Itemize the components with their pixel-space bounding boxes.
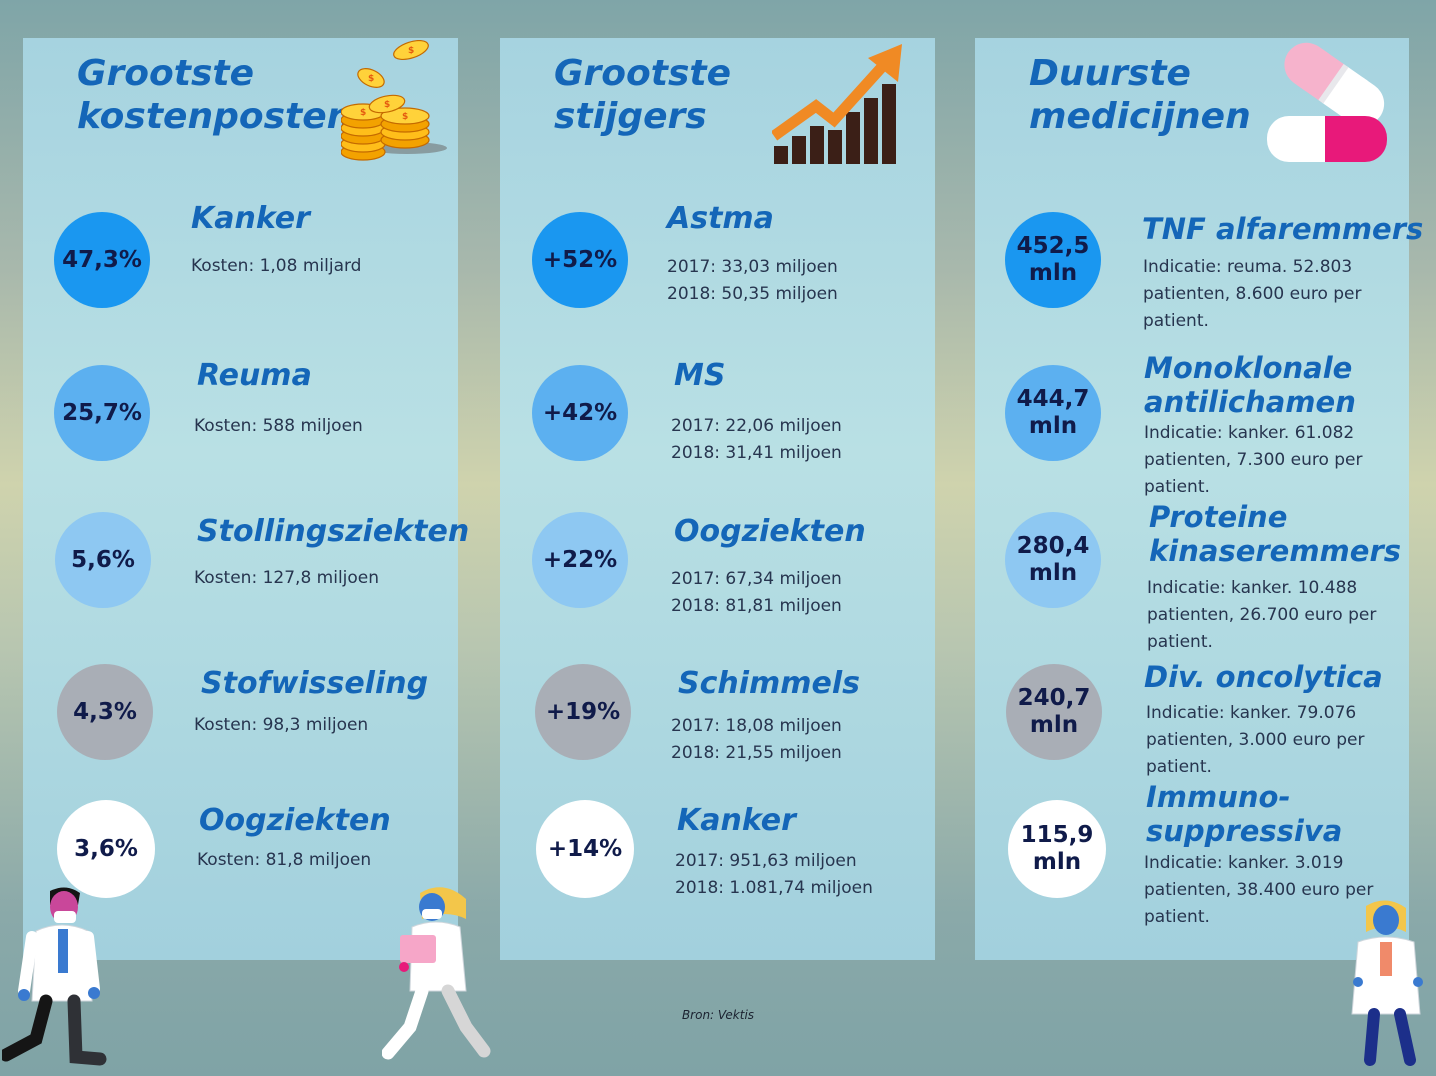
item-title: Monoklonale antilichamen bbox=[1144, 351, 1356, 419]
value-2017: 2017: 22,06 miljoen bbox=[671, 416, 842, 436]
list-item: 4,3% Stofwisseling Kosten: 98,3 miljoen bbox=[23, 663, 458, 813]
item-title: Schimmels bbox=[678, 666, 861, 701]
panel-most-expensive-medicines: Duurste medicijnen 452,5 mln TNF alfaremm… bbox=[975, 38, 1423, 960]
value-2018: 2018: 1.081,74 miljoen bbox=[675, 878, 873, 898]
pill-capsule-icon bbox=[1267, 42, 1387, 162]
panel-title-costs: Grootste kostenposten bbox=[77, 53, 353, 137]
amount-value: 280,4 bbox=[1016, 533, 1090, 559]
value-2018: 2018: 31,41 miljoen bbox=[671, 443, 842, 463]
amount-badge: 115,9 mln bbox=[1008, 800, 1106, 898]
percentage-badge: 25,7% bbox=[54, 365, 150, 461]
item-title: Kanker bbox=[191, 201, 310, 236]
list-item: 25,7% Reuma Kosten: 588 miljoen bbox=[23, 359, 458, 513]
percentage-badge: 4,3% bbox=[57, 664, 153, 760]
svg-text:$: $ bbox=[402, 112, 408, 122]
amount-badge: 240,7 mln bbox=[1006, 664, 1102, 760]
item-values: 2017: 22,06 miljoen 2018: 31,41 miljoen bbox=[671, 413, 842, 467]
item-indication: Indicatie: kanker. 3.019 patienten, 38.4… bbox=[1144, 853, 1374, 927]
list-item: 115,9 mln Immuno- suppressiva Indicatie: … bbox=[975, 780, 1409, 950]
growth-chart-icon bbox=[772, 44, 902, 164]
value-2018: 2018: 21,55 miljoen bbox=[671, 743, 842, 763]
list-item: +19% Schimmels 2017: 18,08 miljoen 2018:… bbox=[500, 663, 935, 813]
doctor-illustration bbox=[2, 887, 107, 1066]
coins-icon: $ $ $ $ $ bbox=[341, 40, 447, 161]
item-title: MS bbox=[674, 358, 726, 393]
item-indication: Indicatie: kanker. 61.082 patienten, 7.3… bbox=[1144, 423, 1363, 497]
item-cost: Kosten: 127,8 miljoen bbox=[194, 568, 380, 588]
list-item: +22% Oogziekten 2017: 67,34 miljoen 2018… bbox=[500, 511, 935, 661]
item-cost: Kosten: 81,8 miljoen bbox=[197, 850, 372, 870]
value-2017: 2017: 67,34 miljoen bbox=[671, 569, 842, 589]
item-title: Div. oncolytica bbox=[1144, 660, 1383, 694]
list-item: 444,7 mln Monoklonale antilichamen Indica… bbox=[975, 351, 1409, 515]
percentage-badge: 47,3% bbox=[54, 212, 150, 308]
percentage-badge: +52% bbox=[532, 212, 628, 308]
item-cost: Kosten: 98,3 miljoen bbox=[194, 715, 369, 735]
amount-unit: mln bbox=[1028, 413, 1078, 439]
list-item: +42% MS 2017: 22,06 miljoen 2018: 31,41 … bbox=[500, 359, 935, 513]
item-values: 2017: 951,63 miljoen 2018: 1.081,74 milj… bbox=[675, 848, 873, 902]
panel-largest-risers: Grootste stijgers +52% Astma 2017: 33,03… bbox=[500, 38, 935, 960]
percentage-badge: 3,6% bbox=[57, 800, 155, 898]
value-2017: 2017: 33,03 miljoen bbox=[667, 257, 838, 277]
item-indication: Indicatie: reuma. 52.803 patienten, 8.60… bbox=[1143, 257, 1362, 331]
item-cost: Kosten: 1,08 miljard bbox=[191, 256, 362, 276]
amount-unit: mln bbox=[1029, 712, 1079, 738]
item-title: TNF alfaremmers bbox=[1142, 212, 1424, 246]
item-title: Proteine kinaseremmers bbox=[1149, 500, 1402, 568]
svg-text:$: $ bbox=[408, 46, 414, 56]
list-item: 280,4 mln Proteine kinaseremmers Indicati… bbox=[975, 500, 1409, 662]
doctor-illustration bbox=[382, 887, 491, 1060]
svg-text:$: $ bbox=[360, 108, 366, 118]
amount-unit: mln bbox=[1028, 560, 1078, 586]
item-values: 2017: 18,08 miljoen 2018: 21,55 miljoen bbox=[671, 713, 842, 767]
list-item: 452,5 mln TNF alfaremmers Indicatie: reum… bbox=[975, 208, 1423, 358]
percentage-badge: +42% bbox=[532, 365, 628, 461]
amount-badge: 452,5 mln bbox=[1005, 212, 1101, 308]
amount-unit: mln bbox=[1032, 849, 1082, 875]
list-item: +52% Astma 2017: 33,03 miljoen 2018: 50,… bbox=[500, 202, 935, 356]
amount-badge: 444,7 mln bbox=[1005, 365, 1101, 461]
svg-text:$: $ bbox=[384, 100, 390, 110]
percentage-badge: 5,6% bbox=[55, 512, 151, 608]
source-note: Bron: Vektis bbox=[681, 1008, 755, 1022]
percentage-badge: +14% bbox=[536, 800, 634, 898]
amount-badge: 280,4 mln bbox=[1005, 512, 1101, 608]
value-2018: 2018: 50,35 miljoen bbox=[667, 284, 838, 304]
item-indication: Indicatie: kanker. 10.488 patienten, 26.… bbox=[1147, 578, 1377, 652]
svg-text:$: $ bbox=[368, 74, 374, 84]
amount-unit: mln bbox=[1028, 260, 1078, 286]
percentage-badge: +19% bbox=[535, 664, 631, 760]
doctor-illustration bbox=[1351, 900, 1423, 1066]
item-title: Stollingsziekten bbox=[197, 514, 470, 549]
list-item: 3,6% Oogziekten Kosten: 81,8 miljoen bbox=[23, 800, 458, 950]
panel-largest-costs: Grootste kostenposten $ $ $ $ $ 47,3% Kanke… bbox=[23, 38, 469, 960]
item-title: Immuno- suppressiva bbox=[1146, 780, 1343, 848]
list-item: 47,3% Kanker Kosten: 1,08 miljard bbox=[23, 202, 458, 358]
item-values: 2017: 67,34 miljoen 2018: 81,81 miljoen bbox=[671, 566, 842, 620]
item-title: Kanker bbox=[677, 803, 796, 838]
amount-value: 444,7 bbox=[1016, 386, 1090, 412]
list-item: 240,7 mln Div. oncolytica Indicatie: kank… bbox=[975, 660, 1409, 814]
item-title: Stofwisseling bbox=[201, 666, 429, 701]
list-item: 5,6% Stollingsziekten Kosten: 127,8 milj… bbox=[23, 511, 469, 661]
panel-title-medicines: Duurste medicijnen bbox=[1029, 53, 1251, 137]
amount-value: 240,7 bbox=[1017, 685, 1091, 711]
item-title: Reuma bbox=[197, 358, 312, 393]
list-item: +14% Kanker 2017: 951,63 miljoen 2018: 1… bbox=[500, 800, 935, 950]
amount-value: 115,9 bbox=[1020, 822, 1094, 848]
amount-value: 452,5 bbox=[1016, 233, 1090, 259]
item-title: Oogziekten bbox=[199, 803, 391, 838]
value-2018: 2018: 81,81 miljoen bbox=[671, 596, 842, 616]
item-values: 2017: 33,03 miljoen 2018: 50,35 miljoen bbox=[667, 254, 838, 308]
percentage-badge: +22% bbox=[532, 512, 628, 608]
panel-title-risers: Grootste stijgers bbox=[554, 53, 732, 137]
value-2017: 2017: 951,63 miljoen bbox=[675, 851, 857, 871]
item-title: Astma bbox=[667, 201, 774, 236]
item-indication: Indicatie: kanker. 79.076 patienten, 3.0… bbox=[1146, 703, 1365, 777]
item-cost: Kosten: 588 miljoen bbox=[194, 416, 363, 436]
value-2017: 2017: 18,08 miljoen bbox=[671, 716, 842, 736]
item-title: Oogziekten bbox=[674, 514, 866, 549]
